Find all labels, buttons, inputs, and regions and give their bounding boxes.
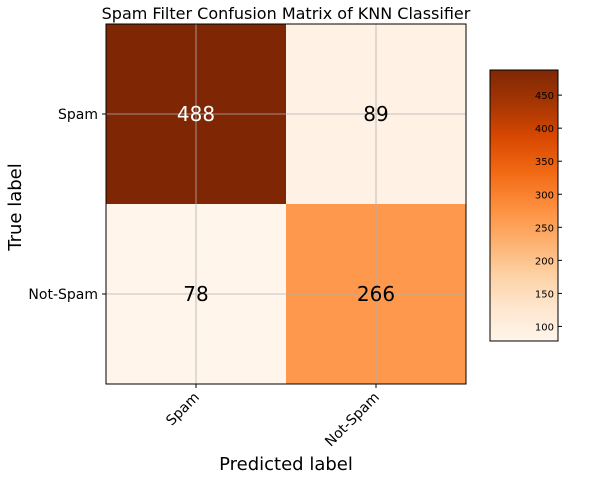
x-axis-label: Predicted label: [219, 454, 353, 475]
y-axis-label: True label: [5, 163, 26, 252]
heatmap-cells: [106, 24, 466, 384]
y-tick-label: Not-Spam: [28, 287, 98, 303]
cell-value-labels: 488 89 78 266: [177, 102, 395, 306]
y-tick-label: Spam: [58, 107, 98, 123]
cell-value-label: 89: [363, 102, 388, 126]
colorbar: [489, 69, 559, 342]
colorbar-tick-label: 250: [535, 223, 554, 234]
plot-frame: [105, 23, 467, 385]
colorbar-tick-label: 350: [535, 157, 554, 168]
colorbar-ticks: 100 150 200 250 300 350 400 450: [535, 91, 562, 333]
colorbar-tick-label: 400: [535, 124, 554, 135]
cell-value-label: 266: [357, 282, 395, 306]
chart-title: Spam Filter Confusion Matrix of KNN Clas…: [102, 4, 471, 23]
colorbar-tick-label: 150: [535, 289, 554, 300]
colorbar-tick-label: 200: [535, 256, 554, 267]
x-axis-ticks: Spam Not-Spam: [163, 384, 383, 450]
cell-value-label: 78: [183, 282, 208, 306]
colorbar-tick-label: 100: [535, 322, 554, 333]
x-tick-label: Not-Spam: [322, 390, 383, 451]
colorbar-tick-label: 450: [535, 91, 554, 102]
cell-value-label: 488: [177, 102, 215, 126]
grid-lines: [106, 24, 466, 384]
y-axis-ticks: Spam Not-Spam: [28, 107, 106, 303]
x-tick-label: Spam: [163, 390, 203, 430]
colorbar-tick-label: 300: [535, 190, 554, 201]
